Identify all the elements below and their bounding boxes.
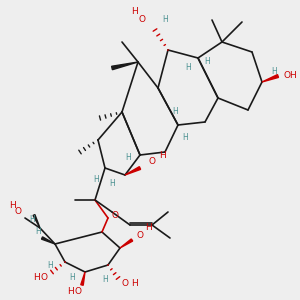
Text: H: H: [9, 202, 15, 211]
Text: H: H: [47, 260, 53, 269]
Text: H: H: [67, 287, 73, 296]
Text: H: H: [109, 178, 115, 188]
Text: H: H: [145, 224, 152, 232]
Text: OH: OH: [283, 71, 297, 80]
Text: H: H: [69, 274, 75, 283]
Text: H: H: [125, 154, 131, 163]
Text: O: O: [136, 230, 143, 239]
Text: H: H: [159, 151, 165, 160]
Polygon shape: [120, 239, 133, 248]
Polygon shape: [125, 167, 141, 175]
Text: H: H: [172, 107, 178, 116]
Text: O: O: [74, 287, 82, 296]
Polygon shape: [81, 272, 85, 285]
Text: H: H: [271, 67, 277, 76]
Polygon shape: [33, 214, 40, 228]
Text: H: H: [35, 227, 41, 236]
Polygon shape: [262, 75, 278, 82]
Text: H: H: [93, 176, 99, 184]
Polygon shape: [41, 237, 55, 244]
Text: O: O: [139, 16, 145, 25]
Text: H: H: [130, 280, 137, 289]
Polygon shape: [112, 62, 138, 70]
Text: O: O: [148, 158, 155, 166]
Text: O: O: [122, 280, 128, 289]
Text: H: H: [33, 274, 39, 283]
Text: O: O: [112, 211, 118, 220]
Text: O: O: [14, 208, 22, 217]
Text: H: H: [132, 8, 138, 16]
Text: H: H: [102, 275, 108, 284]
Text: H: H: [182, 134, 188, 142]
Text: H: H: [185, 64, 191, 73]
Text: H: H: [162, 16, 168, 25]
Text: O: O: [40, 274, 47, 283]
Text: H: H: [204, 58, 210, 67]
Text: H: H: [29, 215, 35, 224]
